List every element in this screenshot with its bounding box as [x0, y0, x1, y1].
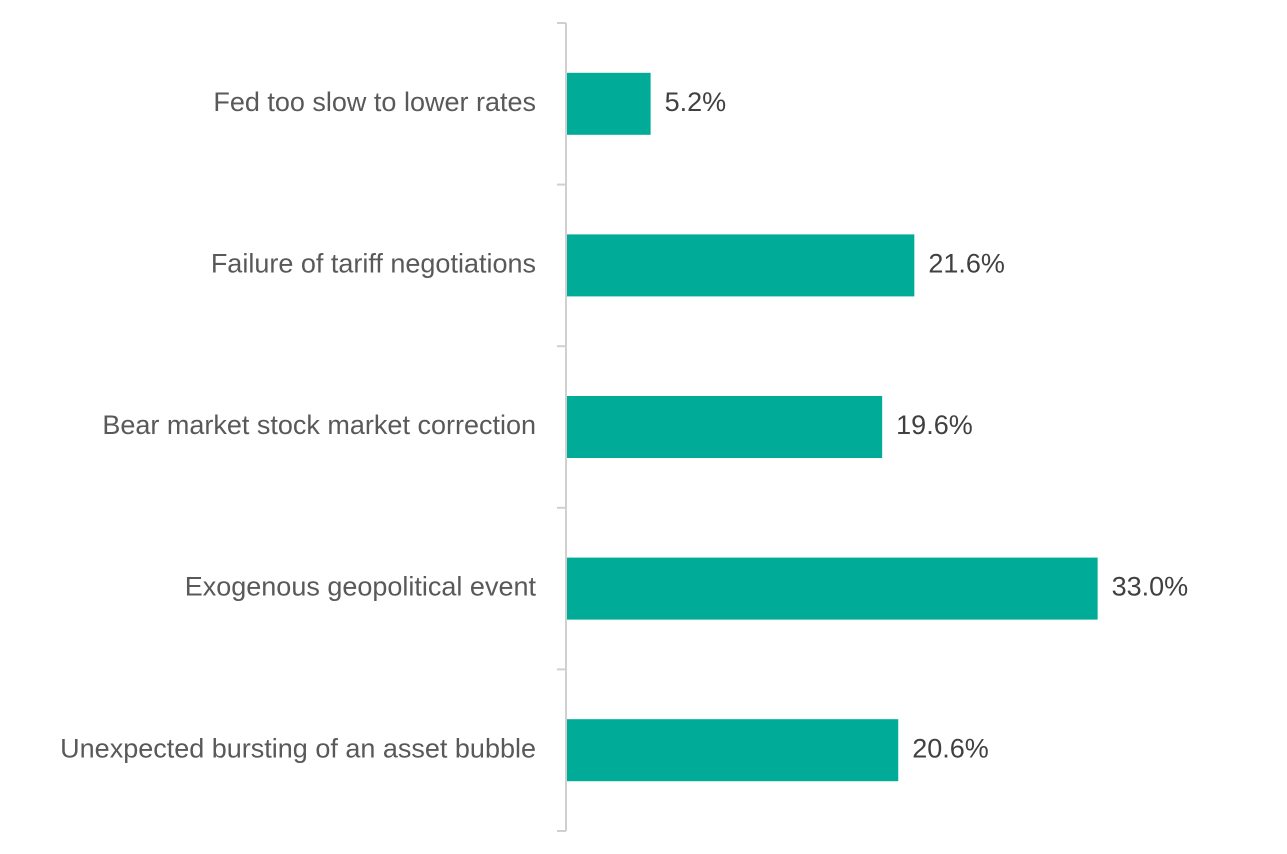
bar	[567, 72, 651, 135]
category-label: Bear market stock market correction	[102, 410, 536, 440]
bars	[567, 72, 1098, 782]
bar	[567, 396, 883, 458]
category-label: Fed too slow to lower rates	[213, 87, 536, 117]
category-label: Unexpected bursting of an asset bubble	[60, 733, 536, 763]
category-label: Exogenous geopolitical event	[185, 572, 537, 602]
bar	[567, 557, 1098, 620]
value-label: 21.6%	[928, 249, 1005, 279]
category-label: Failure of tariff negotiations	[211, 249, 536, 279]
labels: Fed too slow to lower rates 5.2% Failure o…	[60, 87, 1188, 763]
value-label: 20.6%	[912, 733, 989, 763]
value-label: 5.2%	[665, 87, 727, 117]
value-label: 19.6%	[896, 410, 973, 440]
bar	[567, 719, 899, 782]
value-label: 33.0%	[1112, 572, 1189, 602]
category-axis	[557, 22, 567, 832]
bar	[567, 234, 915, 297]
